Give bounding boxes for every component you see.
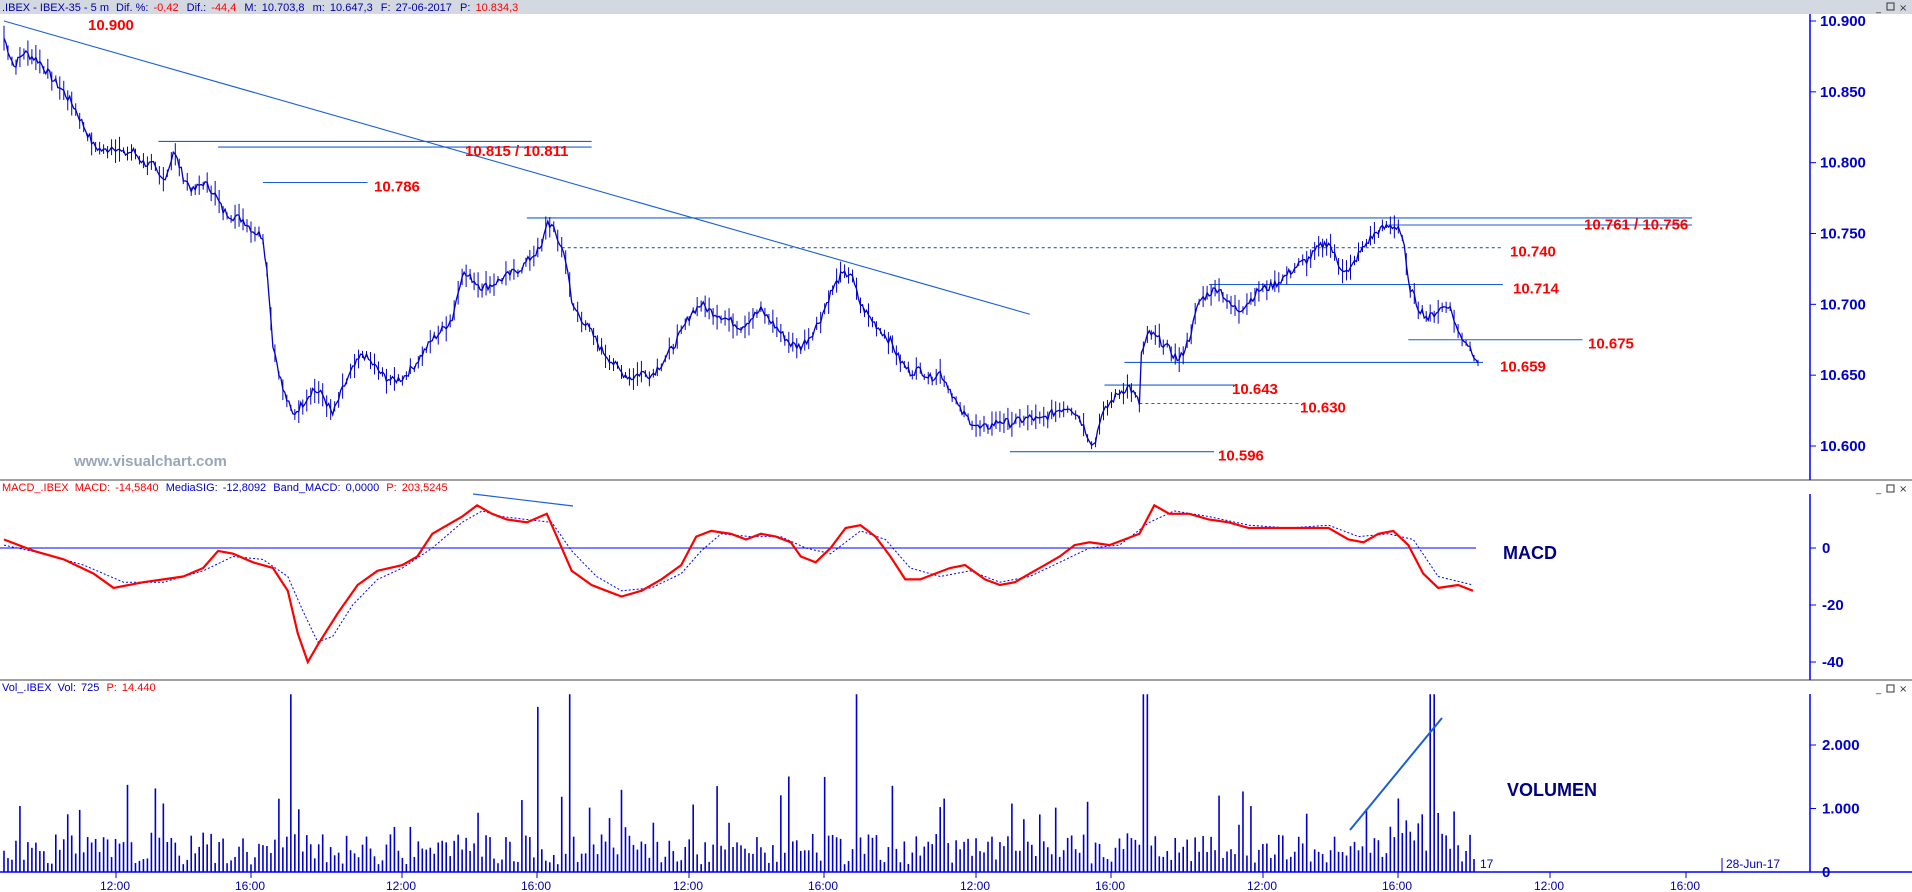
volume-bars [3,694,1475,872]
macd-y-axis: 0 -20 -40 [1810,540,1844,671]
time-tick-label: 16:00 [808,879,838,892]
macd-divergence-line [472,493,574,507]
time-tick-label: 16:00 [235,879,265,892]
level-label: 10.815 / 10.811 [465,143,568,160]
macd-tick-label: -20 [1822,597,1844,614]
signal-line [3,510,1474,643]
time-tick-label: 16:00 [1670,879,1700,892]
watermark: www.visualchart.com [73,453,227,470]
level-label: 10.900 [88,17,134,34]
level-label: 10.761 / 10.756 [1584,217,1688,234]
macd-header: MACD_.IBEX MACD: -14,5840 MediaSIG: -12,… [2,482,448,494]
time-date-label: 17 [1480,857,1494,871]
macd-title: MACD [1503,543,1557,563]
price-tick-label: 10.700 [1820,296,1866,313]
time-tick-label: 12:00 [1247,879,1277,892]
close-icon[interactable]: × [1899,3,1907,14]
price-tick-label: 10.650 [1820,367,1866,384]
price-bars [3,25,1479,450]
time-axis: 12:00 16:00 12:00 16:00 12:00 16:00 12:00 16:00… [100,872,1700,892]
price-tick-label: 10.850 [1820,84,1866,101]
level-label: 10.630 [1300,399,1346,416]
level-label: 10.659 [1500,358,1546,375]
time-tick-label: 12:00 [1534,879,1564,892]
window-controls-volume[interactable]: _ × [1875,684,1907,695]
level-label: 10.740 [1510,244,1556,261]
time-future-date-label: 28-Jun-17 [1726,857,1780,871]
level-labels: 10.900 10.815 / 10.811 10.786 10.761 / 10.7… [88,17,1688,465]
volume-panel: Vol_.IBEX Vol: 725 P: 14.440 _ × 2.000 1.… [2,682,1907,881]
maximize-icon[interactable] [1886,684,1895,693]
minimize-icon[interactable]: _ [1875,684,1882,695]
minimize-icon[interactable]: _ [1875,484,1882,495]
time-tick-label: 16:00 [521,879,551,892]
window-controls-macd[interactable]: _ × [1875,484,1907,495]
time-tick-label: 16:00 [1095,879,1125,892]
price-tick-label: 10.900 [1820,13,1866,30]
volume-title: VOLUMEN [1507,780,1597,800]
time-tick-label: 12:00 [100,879,130,892]
volume-trendline [1349,717,1443,831]
volume-y-axis: 2.000 1.000 0 [1810,737,1860,881]
header-bar [0,0,1912,14]
volume-tick-label: 0 [1822,864,1830,881]
level-label: 10.596 [1218,448,1264,465]
price-tick-label: 10.750 [1820,226,1866,243]
level-label: 10.714 [1513,280,1560,297]
volume-tick-label: 1.000 [1822,801,1860,818]
time-tick-label: 12:00 [673,879,703,892]
trendlines [3,20,1693,453]
volume-tick-label: 2.000 [1822,737,1860,754]
level-label: 10.786 [374,178,420,195]
level-label: 10.675 [1588,336,1634,353]
level-label: 10.643 [1232,381,1278,398]
header-symbol: .IBEX - IBEX-35 - 5 m [2,2,109,14]
volume-header: Vol_.IBEX Vol: 725 P: 14.440 [2,682,156,694]
macd-tick-label: 0 [1822,540,1830,557]
time-tick-label: 12:00 [386,879,416,892]
time-tick-label: 12:00 [960,879,990,892]
time-tick-label: 16:00 [1382,879,1412,892]
macd-line [3,503,1474,665]
price-panel: www.visualchart.com 10.90010.85010.80010… [3,13,1866,470]
close-icon[interactable]: × [1899,484,1907,495]
maximize-icon[interactable] [1886,2,1895,11]
header-info: .IBEX - IBEX-35 - 5 m Dif. %: -0,42 Dif.… [2,2,518,14]
price-tick-label: 10.600 [1820,438,1866,455]
downtrend-line [3,20,1030,315]
maximize-icon[interactable] [1886,484,1895,493]
close-icon[interactable]: × [1899,684,1907,695]
price-tick-label: 10.800 [1820,155,1866,172]
minimize-icon[interactable]: _ [1875,3,1882,14]
window-controls-price[interactable]: _ × [1875,2,1907,14]
macd-tick-label: -40 [1822,654,1844,671]
macd-panel: MACD_.IBEX MACD: -14,5840 MediaSIG: -12,… [0,482,1907,671]
price-y-axis: 10.900 10.850 10.800 10.750 10.700 10.650 10.6… [1810,13,1866,455]
